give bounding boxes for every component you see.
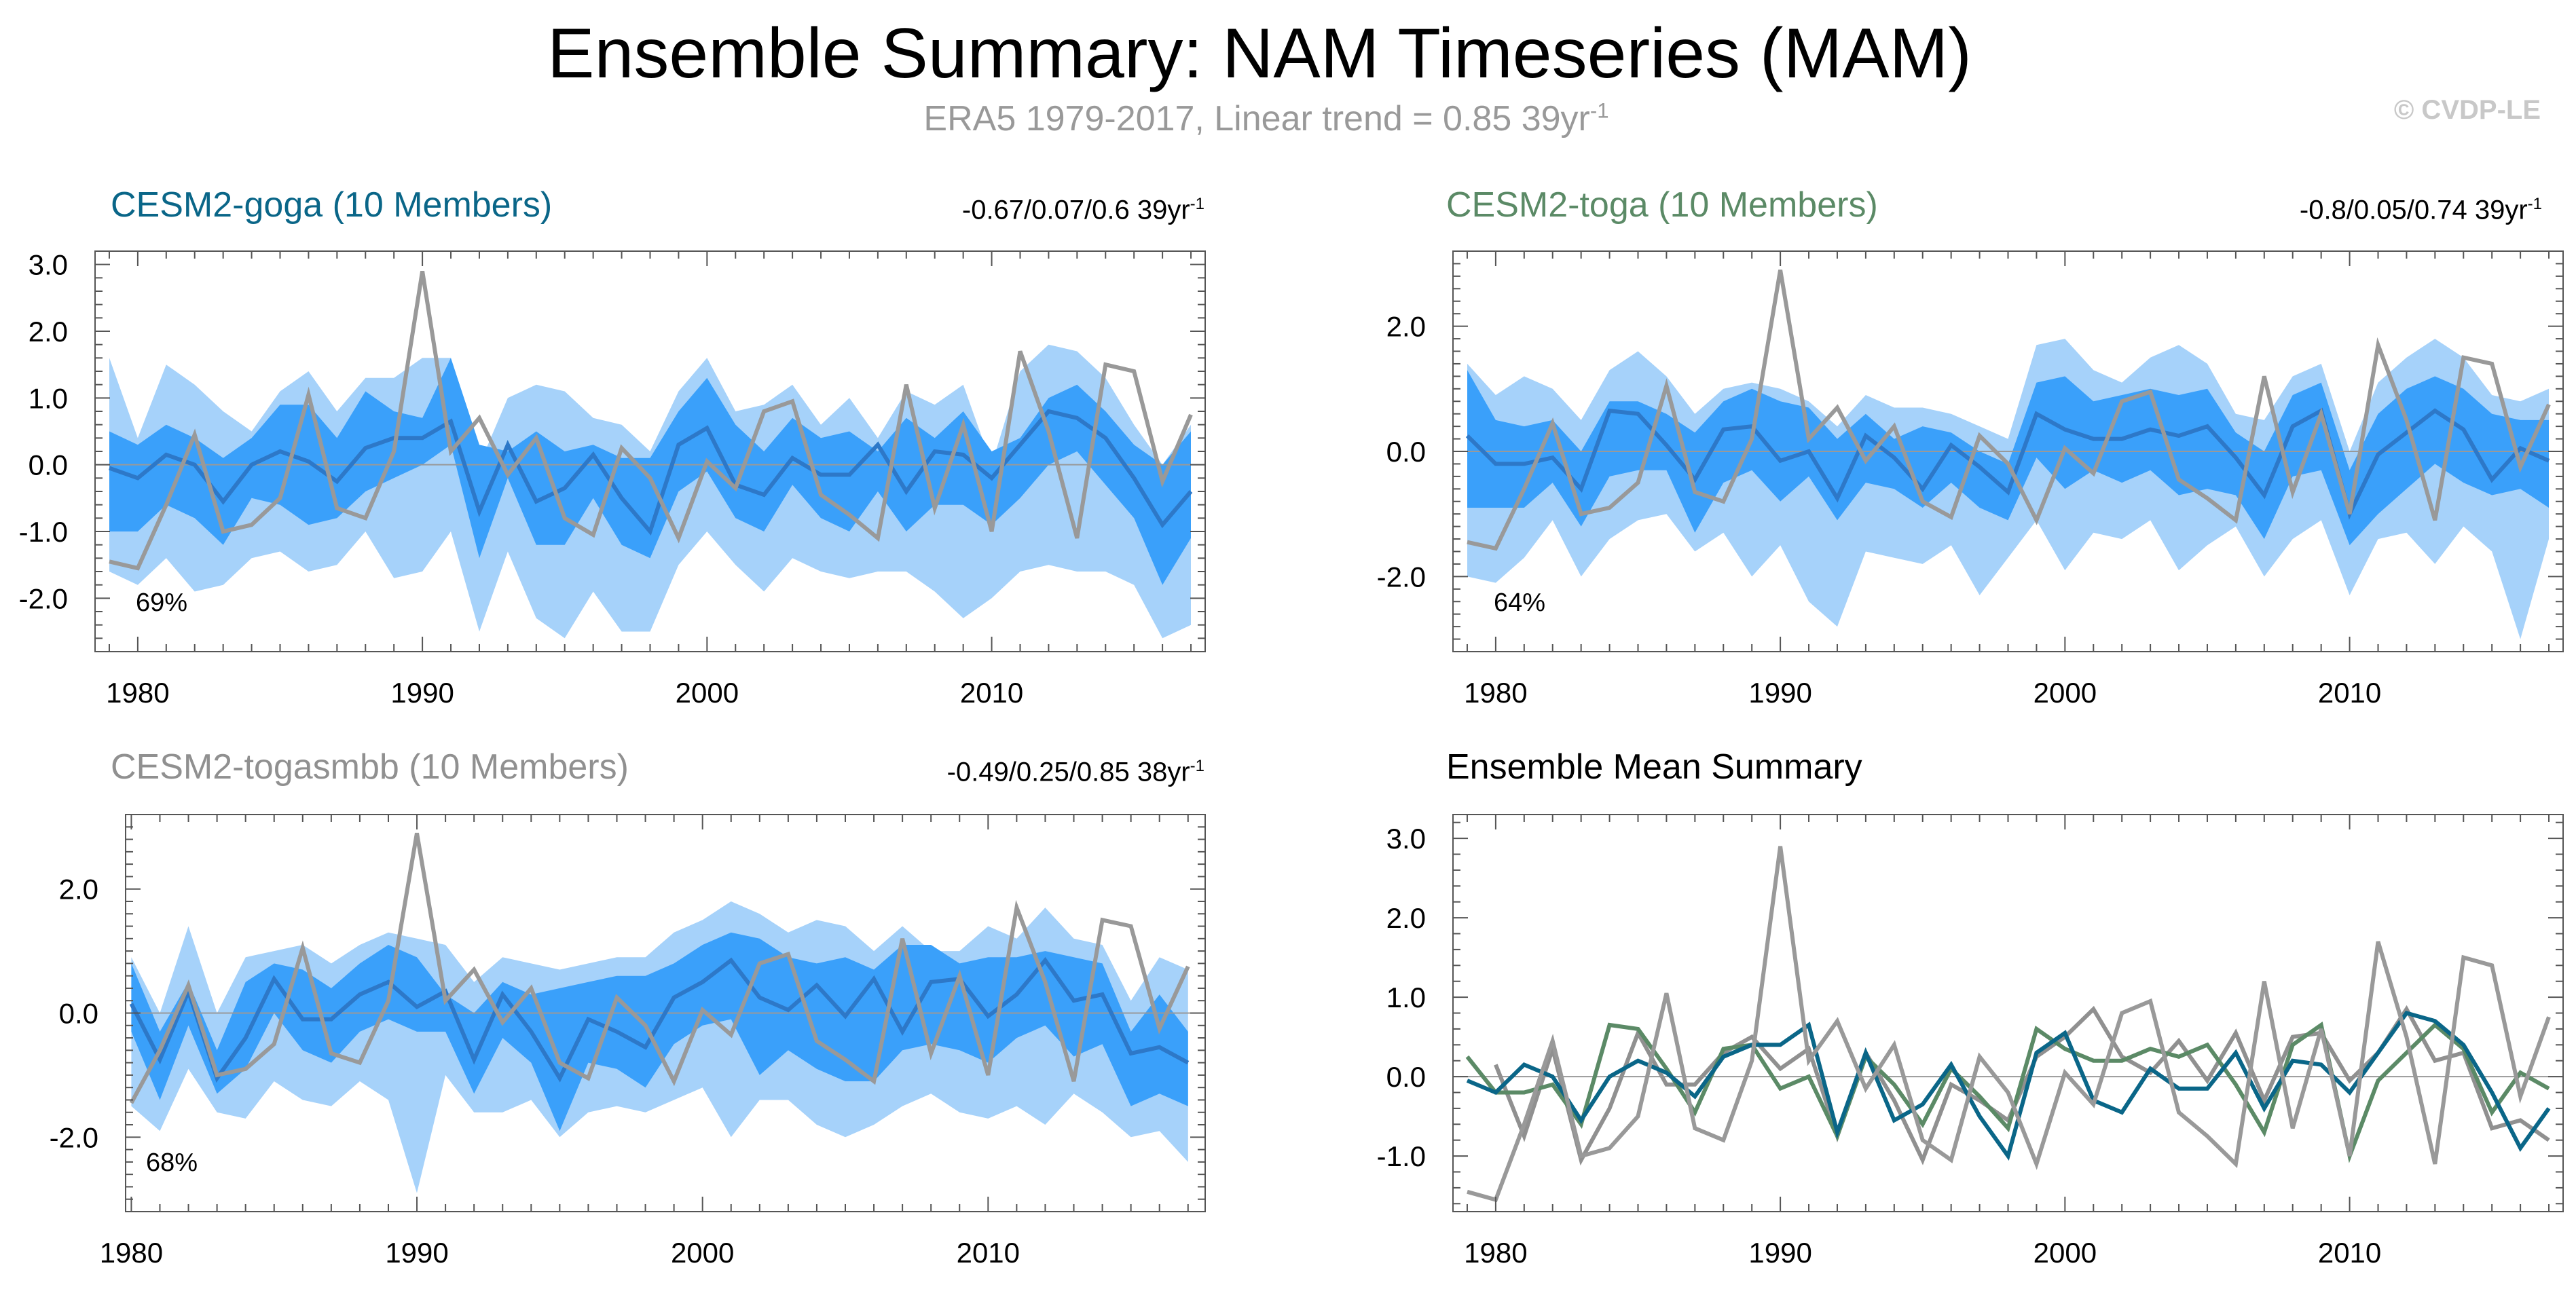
panel-togasmbb-stat: -0.49/0.25/0.85 38yr-1 [947,757,1204,787]
xtick-label: 1990 [385,1237,448,1269]
panel-toga-stat: -0.8/0.05/0.74 39yr-1 [2300,195,2542,225]
ensemble-mean-line-togasmbb [129,956,1190,1083]
panel-toga-title: CESM2-toga (10 Members) [1446,185,1878,225]
ytick-label: -1.0 [19,516,68,548]
panel-togasmbb: 1980 1990 2000 2010 2.0 0.0 -2.0 68% [50,814,1206,1269]
ytick-label: -2.0 [1377,561,1426,593]
band-inner-goga [109,358,1191,585]
panel-toga-stat-sup: -1 [2527,195,2542,213]
xtick-label: 1980 [1464,677,1527,709]
panel-toga-stat-text: -0.8/0.05/0.74 39yr [2299,195,2528,225]
observed-line-toga [1467,269,2551,551]
series-line-observed [1467,846,2551,1203]
xtick-label: 1990 [1748,677,1811,709]
ytick-label: 2.0 [1386,311,1426,343]
xtick-label: 1980 [106,677,169,709]
observed-line-togasmbb [129,832,1190,1104]
xtick-label: 2000 [676,677,739,709]
panel-togasmbb-title: CESM2-togasmbb (10 Members) [111,747,629,787]
observed-line-goga [109,271,1193,571]
series-line-toga [1465,1021,2550,1163]
ytick-label: 2.0 [29,316,68,348]
ytick-label: -2.0 [19,582,68,614]
xtick-label: 2000 [2034,1237,2097,1269]
ensemble-mean-line-toga [1465,407,2550,520]
xtick-label: 2010 [957,1237,1020,1269]
subtitle-sup: -1 [1589,98,1609,123]
plot-area-toga [1453,269,2563,639]
xtick-label: 2010 [960,677,1023,709]
ytick-label: 0.0 [1386,436,1426,468]
xtick-label: 1980 [100,1237,163,1269]
ytick-label: 2.0 [59,874,98,905]
plot-area-togasmbb [126,832,1205,1193]
series-line-goga [1466,1011,2551,1161]
panel-mean: 1980 1990 2000 2010 3.0 2.0 1.0 0.0 -1.0 [1377,814,2564,1269]
panel-mean-title: Ensemble Mean Summary [1446,747,1862,787]
xtick-label: 2000 [671,1237,734,1269]
panel-togasmbb-stat-sup: -1 [1190,757,1204,775]
percent-label-toga: 64% [1494,588,1545,617]
credit-label: © CVDP-LE [2393,95,2541,125]
band-inner-togasmbb [131,932,1188,1132]
xtick-label: 1990 [390,677,454,709]
xtick-label: 1980 [1464,1237,1527,1269]
plot-area-mean [1453,846,2563,1203]
panel-togasmbb-stat-text: -0.49/0.25/0.85 38yr [946,757,1190,787]
panel-goga: 1980 1990 2000 2010 3.0 2.0 1.0 0.0 -1.0 -2.0 69% [19,249,1206,709]
figure-title: Ensemble Summary: NAM Timeseries (MAM) [547,14,1972,93]
panel-goga-stat-text: -0.67/0.07/0.6 39yr [961,195,1190,225]
ytick-label: 3.0 [29,249,68,281]
ytick-label: -1.0 [1377,1140,1426,1172]
band-inner-toga [1467,370,2549,546]
percent-label-goga: 69% [136,588,187,617]
ytick-label: 1.0 [1386,982,1426,1013]
ytick-label: 0.0 [29,449,68,481]
plot-area-goga [95,271,1205,639]
panel-toga: 1980 1990 2000 2010 2.0 0.0 -2.0 64% [1377,250,2564,709]
ytick-label: 1.0 [29,382,68,414]
ytick-label: 3.0 [1386,823,1426,855]
panel-goga-stat: -0.67/0.07/0.6 39yr-1 [962,195,1204,225]
ytick-label: 0.0 [1386,1061,1426,1093]
figure-subtitle: ERA5 1979-2017, Linear trend = 0.85 39yr… [0,98,2533,139]
xtick-label: 2000 [2034,677,2097,709]
subtitle-text: ERA5 1979-2017, Linear trend = 0.85 39yr [923,99,1590,138]
panel-goga-stat-sup: -1 [1190,195,1204,213]
ytick-label: 0.0 [59,998,98,1030]
xtick-label: 2010 [2318,677,2381,709]
ytick-label: -2.0 [50,1121,98,1153]
ensemble-mean-line-goga [109,409,1193,536]
percent-label-togasmbb: 68% [146,1148,198,1177]
ytick-label: 2.0 [1386,902,1426,934]
xtick-label: 1990 [1748,1237,1811,1269]
panel-goga-title: CESM2-goga (10 Members) [111,185,553,225]
xtick-label: 2010 [2318,1237,2381,1269]
